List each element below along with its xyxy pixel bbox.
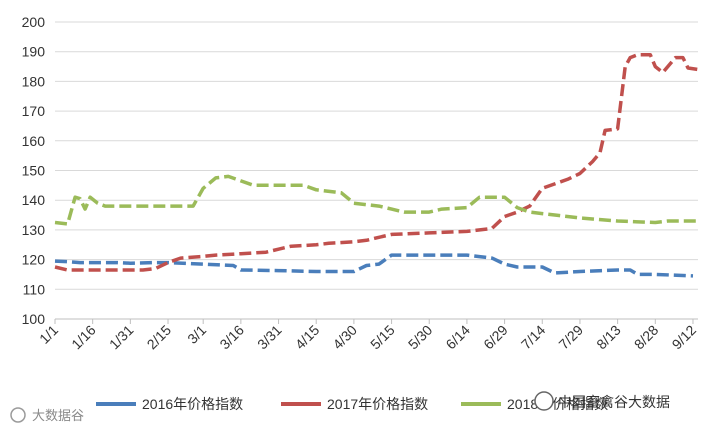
y-tick-label: 120 — [22, 252, 46, 268]
x-tick-label: 4/15 — [292, 322, 323, 353]
y-tick-label: 170 — [22, 103, 46, 119]
x-tick-label: 3/1 — [184, 322, 209, 347]
y-tick-label: 110 — [23, 281, 46, 297]
watermark-left-text: 大数据谷 — [32, 408, 84, 423]
y-tick-label: 140 — [22, 192, 46, 208]
x-tick-label: 6/29 — [480, 322, 511, 353]
x-tick-label: 8/13 — [593, 322, 624, 353]
legend-item-2: 2017年价格指数 — [281, 396, 428, 412]
series-line-1 — [54, 253, 694, 278]
gridlines — [55, 21, 698, 320]
legend-label: 2016年价格指数 — [142, 396, 243, 412]
x-axis-tick-labels: 1/1 1/16 1/31 2/15 3/1 3/16 3/31 4/15 4/30 5/15 5/… — [36, 322, 699, 353]
legend-item-1: 2016年价格指数 — [96, 396, 243, 412]
watermark-logo-icon — [10, 407, 26, 423]
series-line-3 — [54, 174, 698, 226]
x-tick-label: 3/16 — [216, 322, 247, 353]
x-tick-label: 9/12 — [669, 322, 700, 353]
legend-label: 2018年价格指数 — [507, 396, 608, 412]
watermark-right-text: 中国畜禽谷大数据 — [558, 394, 670, 410]
x-tick-label: 3/31 — [254, 322, 285, 353]
watermark-right: 中国畜禽谷大数据 — [534, 391, 670, 411]
watermark-left: 大数据谷 — [10, 407, 84, 423]
legend-label: 2017年价格指数 — [327, 396, 428, 412]
legend: 2016年价格指数 2017年价格指数 2018年价格指数 — [96, 396, 608, 412]
y-tick-label: 200 — [22, 14, 46, 30]
x-tick-label: 8/28 — [631, 322, 662, 353]
series-lines — [54, 52, 699, 278]
x-tick-label: 5/30 — [405, 322, 436, 353]
x-tick-label: 6/14 — [442, 322, 473, 353]
x-tick-label: 1/31 — [106, 322, 137, 353]
y-tick-label: 190 — [22, 44, 46, 60]
x-tick-label: 1/16 — [68, 322, 99, 353]
legend-item-3: 2018年价格指数 — [461, 396, 608, 412]
x-tick-label: 7/29 — [555, 322, 586, 353]
x-tick-label: 2/15 — [144, 322, 175, 353]
y-tick-label: 100 — [22, 311, 46, 327]
x-tick-label: 5/15 — [367, 322, 398, 353]
x-tick-label: 4/30 — [329, 322, 360, 353]
y-tick-label: 130 — [22, 222, 46, 238]
y-axis-tick-labels: 100 110 120 130 140 150 160 170 180 190 200 — [22, 14, 46, 327]
wechat-icon — [534, 391, 554, 411]
series-line-2 — [54, 52, 699, 272]
y-tick-label: 150 — [22, 163, 46, 179]
axes — [54, 318, 698, 324]
y-tick-label: 160 — [22, 133, 46, 149]
y-tick-label: 180 — [22, 73, 46, 89]
x-tick-label: 7/14 — [518, 322, 549, 353]
watermark: 大数据谷 中国畜禽谷大数据 — [10, 391, 670, 423]
